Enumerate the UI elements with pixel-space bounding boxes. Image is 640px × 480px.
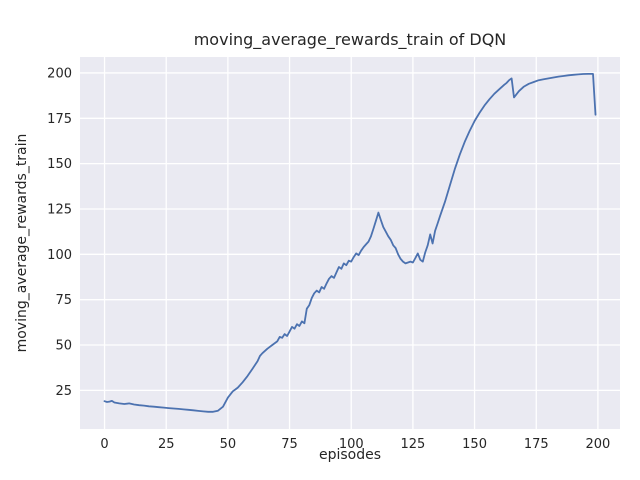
x-tick-label: 50 [220, 437, 237, 452]
x-tick-label: 25 [158, 437, 175, 452]
y-tick-label: 150 [47, 157, 72, 172]
y-tick-label: 200 [47, 66, 72, 81]
y-tick-label: 100 [47, 248, 72, 263]
axes-background [80, 57, 620, 429]
chart-title: moving_average_rewards_train of DQN [193, 30, 507, 49]
y-tick-label: 175 [47, 112, 72, 127]
x-axis-label: episodes [318, 447, 382, 463]
x-tick-label: 125 [400, 437, 425, 452]
x-tick-label: 0 [100, 437, 108, 452]
y-axis-label: moving_average_rewards_train [14, 133, 30, 353]
y-tick-label: 25 [55, 384, 72, 399]
x-tick-label: 150 [462, 437, 487, 452]
y-tick-label: 125 [47, 202, 72, 217]
y-tick-label: 75 [55, 293, 72, 308]
y-tick-label: 50 [55, 339, 72, 354]
series-line [103, 73, 597, 413]
x-tick-label: 100 [339, 437, 364, 452]
x-tick-label: 200 [586, 437, 611, 452]
x-tick-label: 75 [281, 437, 298, 452]
x-tick-label: 175 [524, 437, 549, 452]
